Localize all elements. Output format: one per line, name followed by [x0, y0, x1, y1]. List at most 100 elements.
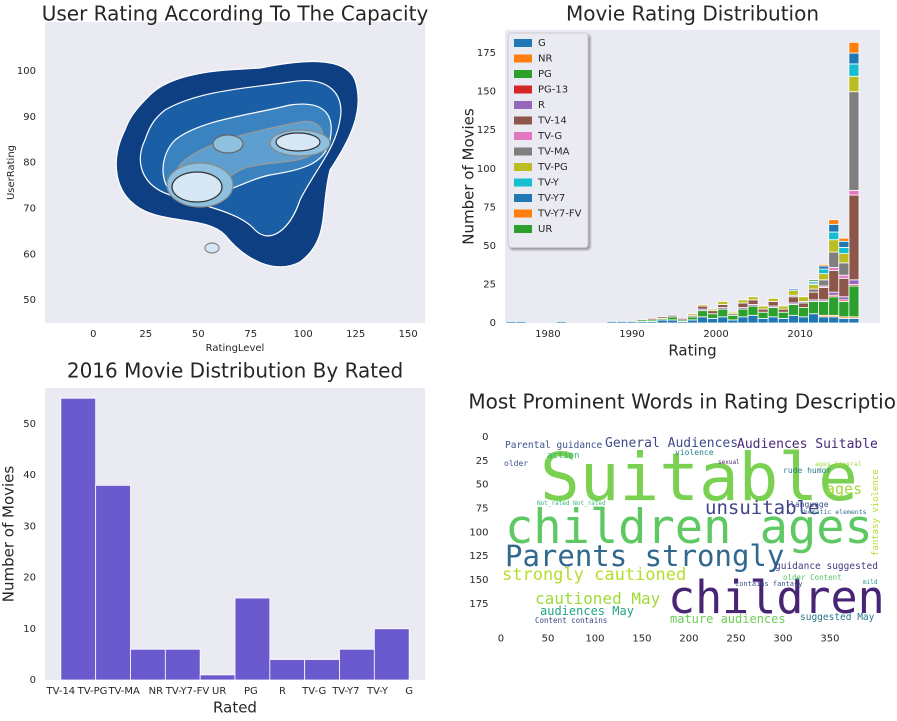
word: language — [790, 500, 829, 509]
x-tick-label: 2000 — [703, 329, 728, 340]
bar-segment — [737, 299, 749, 304]
y-tick-label: 125 — [477, 125, 496, 136]
bar-segment — [808, 288, 820, 293]
bar-segment — [848, 91, 860, 191]
legend-label: PG-13 — [538, 85, 568, 96]
y-tick-label: 40 — [23, 470, 36, 481]
word: rude humor — [783, 466, 831, 475]
x-axis-label: Rated — [213, 699, 257, 717]
y-tick-label: 90 — [23, 112, 36, 123]
bar-segment — [636, 319, 648, 322]
y-tick-label: 70 — [23, 203, 36, 214]
chart-title: User Rating According To The Capacity — [42, 2, 429, 26]
legend-swatch — [514, 194, 532, 202]
bar — [304, 659, 340, 681]
bar-segment — [747, 314, 759, 324]
x-tick-label: 100 — [294, 329, 313, 340]
bar-segment — [828, 219, 840, 225]
bar-segment — [787, 288, 799, 292]
y-tick-label: 100 — [469, 527, 488, 538]
bar — [60, 397, 97, 681]
y-axis-label: Number of Movies — [0, 466, 18, 603]
word: sexual — [718, 459, 740, 466]
x-tick-label: 350 — [820, 633, 839, 644]
word: cautioned May — [535, 589, 661, 608]
legend-swatch — [514, 116, 532, 125]
bar-segment — [707, 310, 719, 315]
bar-segment — [838, 296, 850, 301]
word: fantasy violence — [871, 469, 881, 556]
y-tick-label: 75 — [483, 202, 496, 213]
x-tick-label: R — [279, 686, 286, 697]
bar-segment — [848, 52, 860, 65]
x-tick-label: 2010 — [787, 329, 812, 340]
y-tick-label: 0 — [490, 318, 496, 329]
x-tick-label: TV-MA — [107, 686, 140, 697]
word: mild — [863, 579, 878, 586]
word: ages General — [815, 460, 862, 468]
chart-title: 2016 Movie Distribution By Rated — [67, 359, 403, 383]
legend-swatch — [514, 132, 532, 140]
x-tick-label: 300 — [773, 633, 792, 644]
bar — [199, 674, 236, 681]
bar-segment — [848, 317, 860, 324]
legend: G NR PG PG-13 R TV-14 TV-G TV-MA TV-PG TV-Y TV-Y7 T… — [507, 32, 589, 248]
word: ages — [826, 480, 862, 498]
x-tick-label: UR — [212, 686, 226, 697]
legend-label: UR — [538, 224, 552, 235]
x-tick-label: NR — [149, 686, 163, 697]
chart-title: Movie Rating Distribution — [566, 2, 819, 26]
word: children — [668, 571, 885, 624]
bar-segment — [838, 274, 850, 279]
bar-segment — [808, 313, 820, 324]
word: action — [547, 451, 580, 461]
y-tick-label: 25 — [476, 456, 489, 467]
bar-segment — [848, 63, 860, 77]
bar-segment — [798, 296, 809, 302]
bar-segment — [697, 310, 709, 318]
x-tick-label: PG — [244, 686, 258, 697]
bar-segment — [646, 317, 658, 321]
bar-segment — [737, 302, 749, 308]
legend-swatch — [514, 178, 532, 187]
bar-segment — [848, 194, 860, 281]
y-tick-label: 25 — [483, 279, 496, 290]
bar-segment — [747, 305, 759, 316]
x-tick-label: TV-Y — [366, 686, 389, 697]
word: audiences May — [540, 604, 634, 618]
x-tick-label: 0 — [90, 329, 96, 340]
legend-swatch — [514, 147, 532, 156]
bar-segment — [707, 313, 719, 319]
bar-segment — [848, 285, 860, 318]
bar-segment — [828, 231, 840, 241]
bar-segment — [828, 316, 840, 324]
bar-segment — [808, 279, 820, 282]
bar-segment — [687, 316, 698, 321]
bar — [164, 648, 201, 681]
y-tick-label: 50 — [483, 241, 496, 252]
bar — [95, 484, 131, 681]
bar — [130, 648, 166, 681]
bar-segment — [717, 304, 729, 308]
x-tick-label: G — [405, 686, 413, 697]
word: children ages — [505, 500, 873, 555]
x-tick-label: 200 — [679, 633, 698, 644]
word: Parental guidance — [505, 440, 603, 451]
bar-segment — [848, 41, 860, 54]
bar-segment — [818, 263, 830, 267]
bar — [373, 628, 410, 681]
kde-contours — [115, 60, 359, 268]
bar-segment — [818, 268, 830, 275]
bar-segment — [818, 316, 830, 324]
y-axis-label: Number of Movies — [460, 108, 478, 245]
bar-segment — [818, 279, 830, 287]
y-tick-label: 125 — [469, 551, 488, 562]
y-tick-label: 80 — [23, 158, 36, 169]
word-cloud: Suitable children ages Parents strongly … — [502, 436, 885, 626]
legend-label: TV-Y7 — [537, 193, 565, 204]
bar-segment — [838, 237, 850, 242]
y-tick-label: 150 — [477, 87, 496, 98]
bar-segment — [505, 321, 517, 324]
bar-segment — [687, 313, 698, 316]
